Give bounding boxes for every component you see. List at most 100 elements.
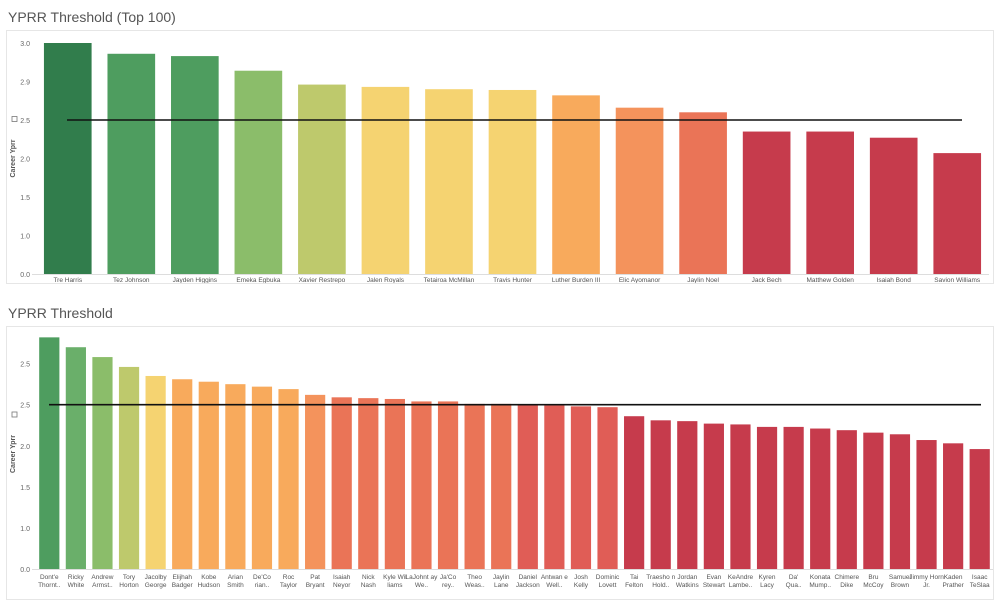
bar[interactable] xyxy=(331,397,352,569)
bar[interactable] xyxy=(278,389,299,569)
x-tick-label: Jalen Royals xyxy=(367,277,405,283)
x-tick-label: Chimere Dike xyxy=(835,574,860,589)
x-tick-label: Josh Kelly xyxy=(574,574,589,589)
bar[interactable] xyxy=(118,366,140,569)
bar[interactable] xyxy=(703,423,724,569)
bar[interactable] xyxy=(810,428,831,569)
x-tick-label: Tory Horton xyxy=(119,574,139,589)
x-tick-label: Arian Smith xyxy=(227,574,244,589)
bar[interactable] xyxy=(92,357,113,569)
bar[interactable] xyxy=(464,403,485,569)
bar[interactable] xyxy=(756,426,778,569)
bar[interactable] xyxy=(251,386,273,569)
x-tick-label: Traesho n Hold.. xyxy=(646,574,675,589)
bar[interactable] xyxy=(863,432,884,569)
y-tick-label: 1.0 xyxy=(20,526,30,533)
x-tick-label: Jaylin Noel xyxy=(687,277,719,283)
bar-chart-top100: Career Yprr 0.0 1.0 1.5 2.0 2.5 2.9 3.0 Tre Harr… xyxy=(10,41,989,283)
bar[interactable] xyxy=(869,137,918,274)
bar[interactable] xyxy=(836,430,857,569)
bar[interactable] xyxy=(597,407,618,569)
bar[interactable] xyxy=(305,394,326,569)
y-tick-label: 1.0 xyxy=(20,234,30,241)
filter-icon[interactable] xyxy=(11,411,18,418)
y-tick-label: 2.5 xyxy=(20,362,30,369)
bar[interactable] xyxy=(544,405,565,569)
bar[interactable] xyxy=(437,401,459,569)
bar-chart-threshold: Career Yprr 0.0 1.0 1.5 2.0 2.5 2.5 Dont'e Thorn… xyxy=(10,337,993,589)
bar[interactable] xyxy=(730,424,751,569)
bar[interactable] xyxy=(225,384,246,569)
x-tick-label: Elic Ayomanor xyxy=(619,277,661,283)
bar[interactable] xyxy=(552,95,600,274)
bar[interactable] xyxy=(806,131,854,274)
bar[interactable] xyxy=(570,406,592,569)
y-tick-label: 0.0 xyxy=(20,567,30,574)
bar[interactable] xyxy=(488,89,537,274)
bar[interactable] xyxy=(889,434,911,569)
bar[interactable] xyxy=(43,43,92,274)
bar[interactable] xyxy=(517,404,538,569)
x-tick-label: Daniel Jackson xyxy=(516,574,540,589)
bar[interactable] xyxy=(198,381,219,569)
bar[interactable] xyxy=(783,426,804,569)
x-tick-label: Jack Bech xyxy=(752,277,782,283)
bar[interactable] xyxy=(384,398,405,569)
filter-icon[interactable] xyxy=(11,116,18,122)
y-axis-label: Career Yprr xyxy=(10,435,17,473)
x-tick-label: LaJohnt ay We.. xyxy=(406,574,439,589)
y-tick-label: 2.5 xyxy=(20,118,30,125)
bar[interactable] xyxy=(615,107,664,275)
x-tick-label: Konata Mump.. xyxy=(809,574,831,589)
bar[interactable] xyxy=(679,112,727,274)
bar[interactable] xyxy=(39,337,60,569)
x-tick-label: Isaiah Neyor xyxy=(333,574,351,589)
bar[interactable] xyxy=(933,153,982,274)
bar[interactable] xyxy=(234,70,283,274)
bar[interactable] xyxy=(677,421,698,569)
x-tick-label: Theo Weas.. xyxy=(465,574,485,589)
x-tick-label: Tez Johnson xyxy=(113,277,150,283)
bar[interactable] xyxy=(943,443,964,569)
bar[interactable] xyxy=(411,401,432,569)
chart-title-top100: YPRR Threshold (Top 100) xyxy=(8,9,176,25)
bar[interactable] xyxy=(491,403,512,569)
bar[interactable] xyxy=(107,53,156,274)
x-tick-label: Ricky White xyxy=(68,574,85,589)
y-tick-label: 3.0 xyxy=(20,41,30,48)
x-tick-label: Kyle Wil liams xyxy=(383,574,407,589)
y-axis-label: Career Yprr xyxy=(10,139,17,177)
bar[interactable] xyxy=(358,398,379,569)
chart-panel-threshold: Career Yprr 0.0 1.0 1.5 2.0 2.5 2.5 Dont'e Thorn… xyxy=(6,326,994,600)
x-tick-label: Evan Stewart xyxy=(703,574,725,589)
y-tick-label: 2.9 xyxy=(20,80,30,87)
bar[interactable] xyxy=(298,84,346,274)
chart-panel-top100: Career Yprr 0.0 1.0 1.5 2.0 2.5 2.9 3.0 Tre Harr… xyxy=(6,30,994,284)
bar[interactable] xyxy=(171,56,219,275)
x-tick-label: Roc Taylor xyxy=(280,574,298,589)
x-tick-label: De'Co rian.. xyxy=(253,574,271,589)
bar[interactable] xyxy=(145,375,166,569)
y-tick-label: 2.0 xyxy=(20,157,30,164)
x-tick-label: Elijhah Badger xyxy=(172,574,194,589)
x-tick-label: Isaiah Bond xyxy=(877,277,912,283)
bar[interactable] xyxy=(624,416,645,569)
bar[interactable] xyxy=(172,379,193,569)
x-tick-label: Emeka Egbuka xyxy=(236,277,280,283)
x-tick-label: Jayden Higgins xyxy=(173,277,218,283)
x-tick-label: Luther Burden III xyxy=(552,277,601,283)
bar[interactable] xyxy=(425,89,473,274)
bar[interactable] xyxy=(916,440,937,569)
bar[interactable] xyxy=(361,86,410,274)
x-tick-label: Jordan Watkins xyxy=(676,574,700,589)
bar[interactable] xyxy=(65,347,86,569)
x-tick-label: Savion Williams xyxy=(934,277,981,283)
y-tick-label: 1.5 xyxy=(20,195,30,202)
bar[interactable] xyxy=(650,420,671,569)
y-tick-label: 1.5 xyxy=(20,485,30,492)
bar[interactable] xyxy=(742,131,791,274)
bar[interactable] xyxy=(969,449,990,569)
x-tick-label: Travis Hunter xyxy=(493,277,533,283)
x-tick-label: Xavier Restrepo xyxy=(299,277,346,283)
x-tick-label: Dont'e Thornt.. xyxy=(38,574,61,589)
